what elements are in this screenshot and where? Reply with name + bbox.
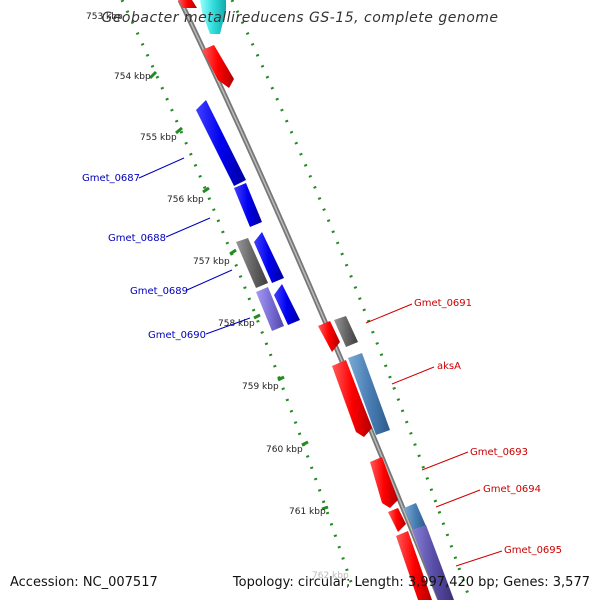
gene-arrow-cyan	[200, 0, 226, 34]
gene-arrow-blue	[254, 232, 284, 283]
gene-arrow-red	[388, 508, 406, 532]
gene-label: Gmet_0687	[82, 173, 140, 184]
left-leaders	[138, 157, 251, 335]
gene-track-inner	[178, 0, 300, 331]
gene-arrow-red	[202, 45, 234, 88]
gene-label: Gmet_0690	[148, 330, 206, 341]
gene-arrow-red	[396, 531, 432, 600]
tick-label: 759 kbp	[242, 382, 279, 392]
tick-label: 757 kbp	[193, 257, 230, 267]
gene-arrow-steelblue	[348, 353, 390, 435]
gene-arrow-gray	[236, 238, 268, 288]
gene-arrow-gray	[334, 316, 358, 347]
gene-label: Gmet_0688	[108, 233, 166, 244]
gene-label: Gmet_0691	[414, 298, 472, 309]
gene-arrow-red	[332, 360, 372, 437]
gene-arrow-blue	[196, 100, 246, 186]
genome-summary-text: Topology: circular; Length: 3,997,420 bp…	[232, 575, 590, 590]
right-gene-labels: Gmet_0691 aksA Gmet_0693 Gmet_0694 Gmet_…	[414, 298, 562, 556]
gene-label: Gmet_0694	[483, 484, 541, 495]
tick-label: 758 kbp	[218, 319, 255, 329]
gene-arrow-red	[318, 321, 340, 352]
gene-arrow-blue	[274, 284, 300, 325]
tick-labels: 753 kbp 754 kbp 755 kbp 756 kbp 757 kbp …	[86, 12, 349, 581]
tick-label: 760 kbp	[266, 445, 303, 455]
gene-arrow-red	[178, 0, 197, 8]
right-leaders	[365, 303, 503, 567]
gene-label: aksA	[437, 361, 461, 372]
gene-label: Gmet_0689	[130, 286, 188, 297]
tick-label: 754 kbp	[114, 72, 151, 82]
gene-track-outer	[200, 0, 454, 600]
gene-arrow-red	[370, 457, 398, 508]
gene-arrow-lavender	[256, 287, 284, 331]
gene-label: Gmet_0693	[470, 447, 528, 458]
accession-text: Accession: NC_007517	[10, 575, 158, 590]
gene-arrow-blue	[234, 183, 262, 227]
gene-arrow-steelblue	[404, 503, 426, 531]
tick-label: 761 kbp	[289, 507, 326, 517]
tick-label: 753 kbp	[86, 12, 123, 22]
tick-label: 756 kbp	[167, 195, 204, 205]
tick-marks	[148, 70, 329, 511]
map-title: Geobacter metallireducens GS-15, complet…	[101, 10, 499, 26]
tick-label: 755 kbp	[140, 133, 177, 143]
tick-label: 762 kbp	[312, 571, 349, 581]
left-gene-labels: Gmet_0687 Gmet_0688 Gmet_0689 Gmet_0690	[82, 173, 206, 341]
gene-arrow-slate	[412, 525, 454, 600]
gene-label: Gmet_0695	[504, 545, 562, 556]
